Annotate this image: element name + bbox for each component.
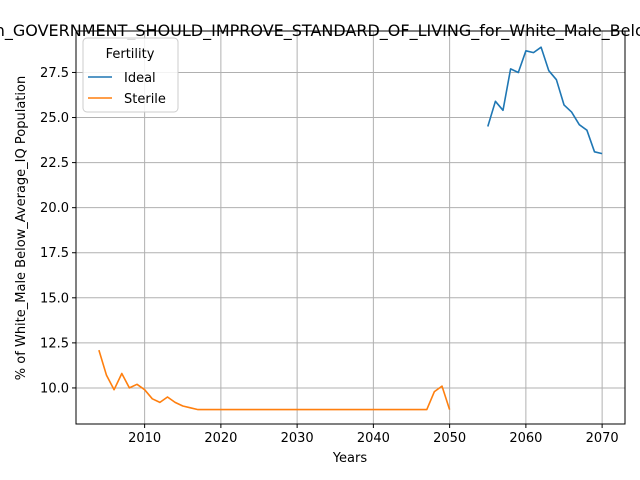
x-axis-ticks: 2010 2020 2030 2040 2050 2060 2070 [128, 424, 619, 446]
y-tick-label: 25.0 [40, 111, 69, 126]
y-tick-label: 20.0 [40, 201, 69, 216]
x-tick-label: 2010 [128, 431, 161, 446]
legend-label-ideal: Ideal [124, 71, 156, 86]
x-tick-label: 2060 [509, 431, 542, 446]
y-tick-label: 17.5 [40, 246, 69, 261]
y-tick-label: 27.5 [40, 66, 69, 81]
y-axis-ticks: 10.0 12.5 15.0 17.5 20.0 22.5 25.0 27.5 [40, 66, 76, 396]
legend-title: Fertility [106, 47, 155, 62]
y-tick-label: 10.0 [40, 381, 69, 396]
x-tick-label: 2040 [357, 431, 390, 446]
x-tick-label: 2020 [204, 431, 237, 446]
legend: Fertility Ideal Sterile [82, 37, 179, 113]
series-line-ideal [487, 46, 603, 155]
x-tick-label: 2050 [433, 431, 466, 446]
y-axis-label: % of White_Male Below_Average_IQ Populat… [14, 76, 29, 380]
series-lines [98, 46, 603, 411]
y-tick-label: 22.5 [40, 156, 69, 171]
grid-lines [76, 31, 625, 424]
y-tick-label: 15.0 [40, 291, 69, 306]
x-tick-label: 2030 [281, 431, 314, 446]
x-tick-label: 2070 [586, 431, 619, 446]
plot-area-frame [75, 30, 626, 425]
legend-label-sterile: Sterile [124, 92, 166, 107]
x-axis-label: Years [332, 451, 368, 466]
legend-box [82, 37, 179, 113]
y-tick-label: 12.5 [40, 336, 69, 351]
series-line-sterile [98, 349, 451, 411]
chart-title: Opinion_GOVERNMENT_SHOULD_IMPROVE_STANDA… [0, 21, 640, 41]
